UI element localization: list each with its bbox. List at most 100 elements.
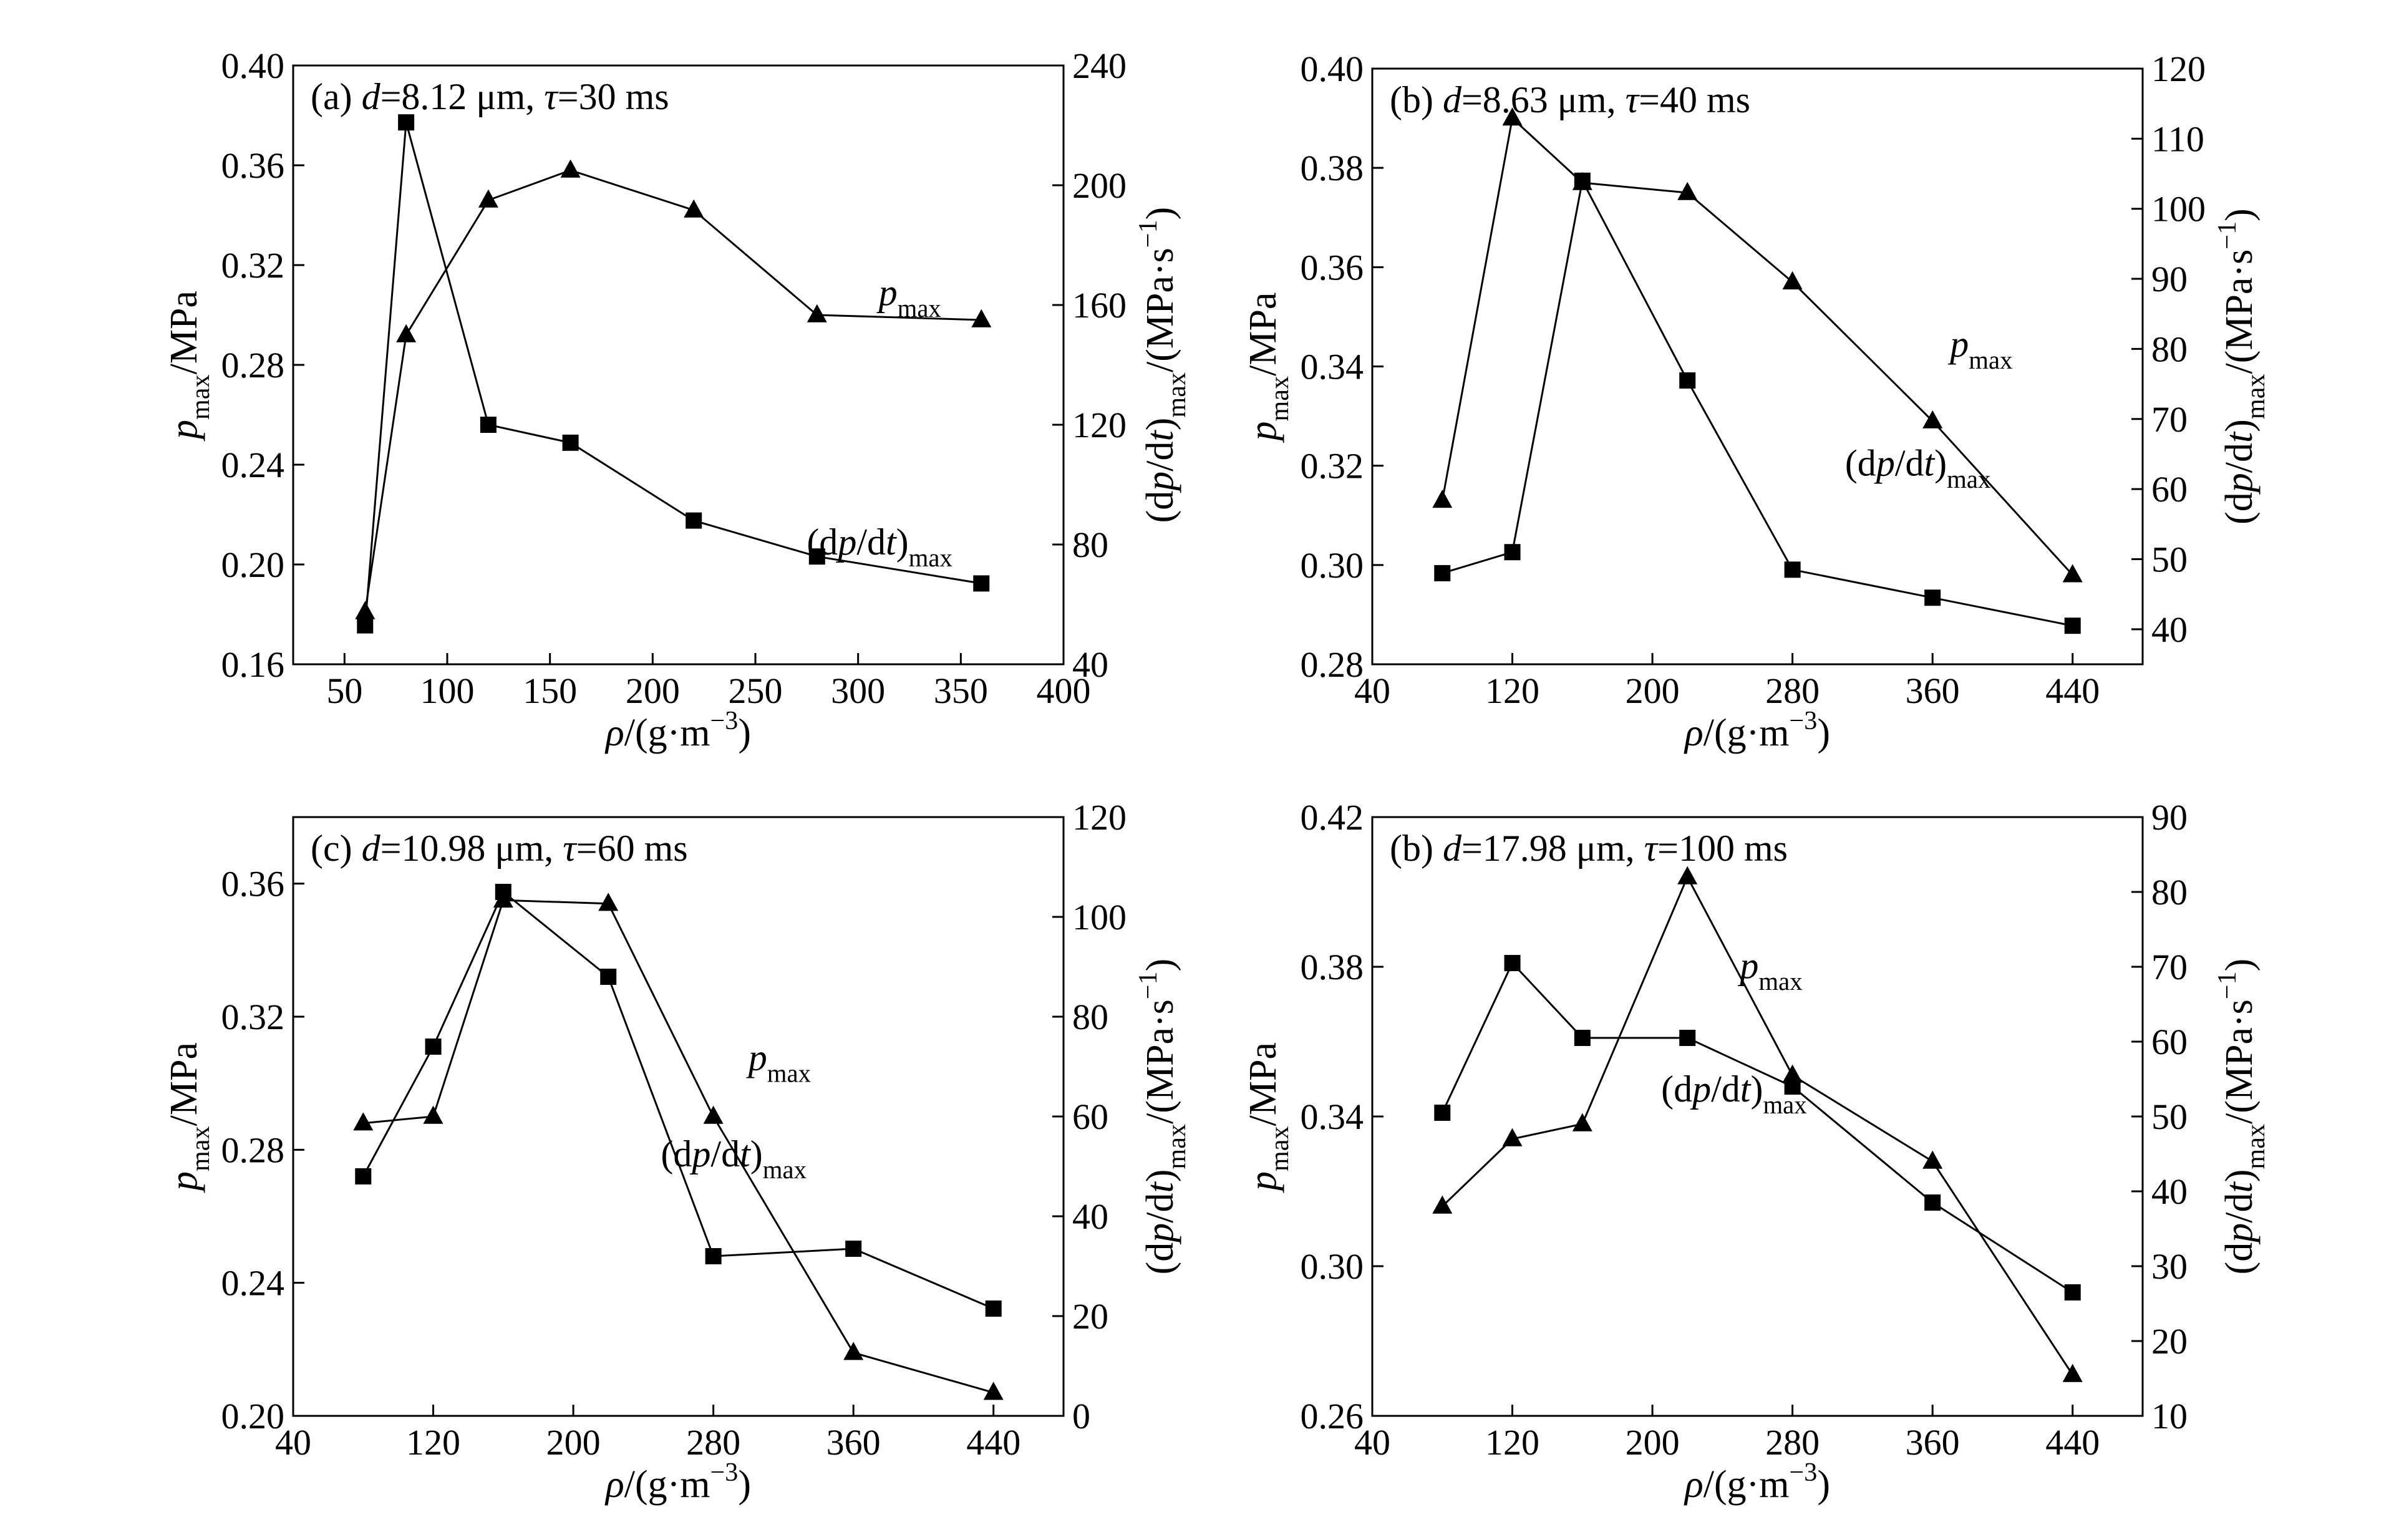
- triangle-marker: [971, 309, 992, 327]
- right-y-tick-label: 120: [1072, 797, 1127, 838]
- right-y-tick-label: 80: [1072, 525, 1108, 565]
- square-marker: [2064, 1284, 2081, 1300]
- series-annotation: (dp/dt)max: [807, 521, 952, 572]
- left-y-tick-label: 0.20: [221, 545, 285, 585]
- left-y-tick-label: 0.40: [1301, 49, 1364, 89]
- right-y-tick-label: 90: [2151, 259, 2188, 299]
- square-marker: [808, 548, 825, 565]
- triangle-marker: [478, 189, 498, 208]
- left-y-tick-label: 0.36: [221, 864, 285, 904]
- right-y-tick-label: 0: [1072, 1396, 1090, 1436]
- chart-panel-3: 40 120 200 280 360 440 0.20 0.24 0.28 0.32 0.36 0 20…: [163, 797, 1191, 1506]
- left-y-tick-label: 0.38: [1301, 148, 1364, 188]
- x-tick-label: 440: [2045, 1422, 2100, 1463]
- square-marker: [1784, 561, 1801, 578]
- left-y-tick-label: 0.40: [221, 46, 285, 86]
- series-annotation: pmax: [876, 272, 941, 322]
- chart-panel-1: 50 100 150 200 250 300 350 400 0.16 0.20 0.24 0.28 0…: [163, 46, 1191, 754]
- triangle-marker: [2062, 564, 2083, 583]
- square-marker: [1924, 1194, 1941, 1211]
- square-marker: [562, 434, 579, 451]
- left-axis-title: pmax/MPa: [163, 291, 215, 442]
- panel-label: (c) d=10.98 μm, τ=60 ms: [311, 828, 688, 869]
- triangle-marker: [1432, 1195, 1453, 1214]
- x-tick-label: 200: [1626, 671, 1680, 711]
- x-tick-label: 40: [275, 1422, 311, 1463]
- right-y-tick-label: 20: [2151, 1321, 2188, 1362]
- x-tick-label: 300: [831, 671, 885, 711]
- right-y-tick-label: 120: [1072, 405, 1127, 445]
- right-y-tick-label: 120: [2151, 49, 2206, 89]
- series-line-dpdt: [362, 890, 994, 1310]
- left-y-tick-label: 0.32: [1301, 446, 1364, 487]
- left-y-tick-label: 0.34: [1301, 1097, 1364, 1137]
- left-y-tick-label: 0.26: [1301, 1396, 1364, 1436]
- right-y-tick-label: 240: [1072, 46, 1127, 86]
- right-y-tick-label: 10: [2151, 1396, 2188, 1436]
- x-tick-label: 200: [1626, 1422, 1680, 1463]
- right-axis-title: (dp/dt)max/(MPa·s−1): [2212, 959, 2271, 1275]
- plot-frame: [1371, 67, 2144, 666]
- plot-frame: [292, 816, 1065, 1417]
- square-marker: [1504, 544, 1521, 561]
- left-y-tick-label: 0.32: [221, 245, 285, 286]
- right-y-tick-label: 90: [2151, 797, 2188, 838]
- x-tick-label: 150: [523, 671, 577, 711]
- right-y-tick-label: 60: [2151, 469, 2188, 510]
- square-marker: [495, 884, 511, 900]
- triangle-marker: [423, 1105, 443, 1124]
- x-tick-label: 100: [420, 671, 475, 711]
- x-axis-title: ρ/(g·m−3): [604, 706, 751, 754]
- square-marker: [1434, 1105, 1451, 1121]
- left-y-tick-label: 0.30: [1301, 545, 1364, 586]
- panel-label: (b) d=17.98 μm, τ=100 ms: [1390, 828, 1788, 869]
- left-y-tick-label: 0.28: [221, 345, 285, 385]
- left-y-tick-label: 0.16: [221, 644, 285, 685]
- right-y-tick-label: 100: [2151, 189, 2206, 230]
- triangle-marker: [983, 1382, 1004, 1400]
- triangle-marker: [396, 324, 417, 342]
- right-y-tick-label: 70: [2151, 947, 2188, 987]
- right-y-tick-label: 80: [2151, 329, 2188, 369]
- x-tick-label: 120: [406, 1422, 460, 1463]
- x-tick-label: 120: [1485, 671, 1539, 711]
- triangle-marker: [843, 1342, 864, 1360]
- series-line-dpdt: [1442, 178, 2073, 627]
- right-y-tick-label: 100: [1072, 897, 1127, 937]
- triangle-marker: [1677, 182, 1698, 200]
- triangle-marker: [353, 1112, 374, 1131]
- panel-label: (b) d=8.63 μm, τ=40 ms: [1390, 79, 1750, 120]
- x-axis-title: ρ/(g·m−3): [1684, 706, 1830, 754]
- right-y-tick-label: 200: [1072, 165, 1127, 206]
- square-marker: [2064, 617, 2081, 634]
- left-y-tick-label: 0.38: [1301, 947, 1364, 987]
- square-marker: [398, 114, 415, 131]
- triangle-marker: [1432, 490, 1453, 508]
- triangle-marker: [1782, 1064, 1803, 1083]
- series-annotation: (dp/dt)max: [1845, 443, 1991, 493]
- x-tick-label: 40: [1354, 1422, 1390, 1463]
- left-y-tick-label: 0.28: [1301, 644, 1364, 685]
- right-y-tick-label: 110: [2151, 119, 2204, 159]
- square-marker: [1504, 955, 1521, 971]
- x-tick-label: 360: [826, 1422, 881, 1463]
- square-marker: [357, 617, 374, 634]
- square-marker: [985, 1300, 1002, 1317]
- triangle-marker: [1502, 1128, 1523, 1146]
- left-y-tick-label: 0.36: [1301, 247, 1364, 288]
- right-y-tick-label: 70: [2151, 399, 2188, 440]
- triangle-marker: [807, 304, 827, 322]
- square-marker: [1679, 1030, 1696, 1046]
- series-annotation: pmax: [746, 1037, 811, 1087]
- triangle-marker: [560, 159, 581, 178]
- square-marker: [355, 1168, 372, 1184]
- right-y-tick-label: 40: [1072, 1196, 1108, 1237]
- right-y-tick-label: 40: [2151, 1171, 2188, 1212]
- right-y-tick-label: 40: [1072, 644, 1108, 685]
- x-tick-label: 280: [1765, 1422, 1820, 1463]
- square-marker: [973, 575, 990, 592]
- square-marker: [1784, 1078, 1801, 1095]
- square-marker: [845, 1241, 862, 1257]
- x-tick-label: 400: [1037, 671, 1091, 711]
